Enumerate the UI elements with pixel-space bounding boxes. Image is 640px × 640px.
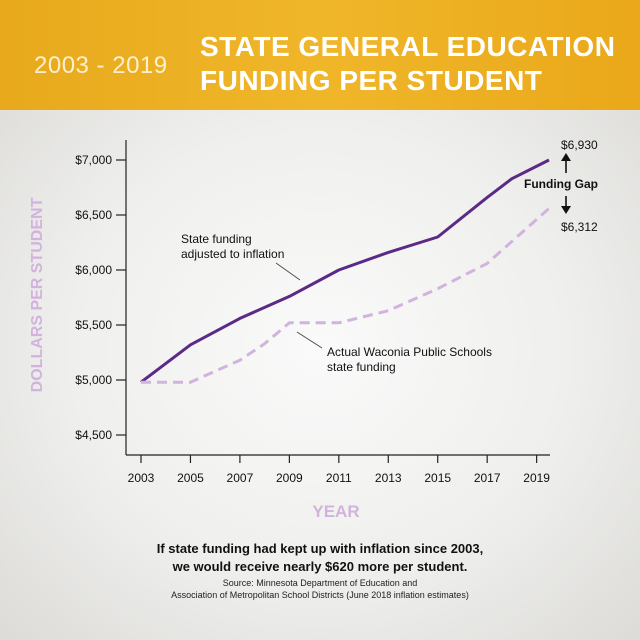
header-banner: 2003 - 2019 STATE GENERAL EDUCATION FUND…	[0, 0, 640, 110]
y-axis-label: DOLLARS PER STUDENT	[29, 197, 46, 392]
top-value-label: $6,930	[561, 138, 598, 152]
x-tick-label: 2017	[474, 471, 501, 485]
title-line-2: FUNDING PER STUDENT	[200, 65, 543, 96]
funding-gap-annotation: $6,930 Funding Gap $6,312	[524, 138, 598, 234]
x-tick-label: 2011	[326, 471, 352, 485]
x-tick-label: 2005	[177, 471, 204, 485]
series-lines	[140, 158, 550, 384]
funding-gap-label: Funding Gap	[524, 177, 598, 191]
bottom-value-label: $6,312	[561, 220, 598, 234]
inflation-adjusted-line	[140, 158, 550, 384]
inflation-line-label: State funding adjusted to inflation	[181, 232, 284, 261]
actual-label-line-2: state funding	[327, 360, 396, 374]
x-tick-label: 2009	[276, 471, 303, 485]
up-arrow-icon	[561, 153, 571, 161]
down-arrow-icon	[561, 206, 571, 214]
y-tick-label: $4,500	[75, 428, 112, 442]
caption-line-1: If state funding had kept up with inflat…	[156, 541, 484, 556]
x-tick-label: 2003	[128, 471, 155, 485]
series-labels: State funding adjusted to inflation Actual…	[181, 232, 492, 374]
page-title: STATE GENERAL EDUCATION FUNDING PER STUD…	[200, 30, 615, 98]
y-tick-label: $6,500	[75, 208, 112, 222]
x-axis-label: YEAR	[312, 502, 359, 521]
title-line-1: STATE GENERAL EDUCATION	[200, 31, 616, 62]
caption: If state funding had kept up with inflat…	[0, 540, 640, 576]
y-tick-labels: $4,500 $5,000 $5,500 $6,000 $6,500 $7,000	[75, 153, 126, 442]
y-tick-label: $7,000	[75, 153, 112, 167]
x-tick-label: 2015	[424, 471, 451, 485]
axes	[125, 140, 550, 456]
source-line-2: Association of Metropolitan School Distr…	[171, 590, 469, 600]
x-tick-label: 2019	[523, 471, 550, 485]
inflation-label-leader	[275, 262, 301, 281]
y-tick-label: $5,000	[75, 373, 112, 387]
source-note: Source: Minnesota Department of Educatio…	[0, 577, 640, 601]
background	[0, 110, 640, 640]
actual-label-leader	[296, 331, 323, 349]
x-tick-label: 2007	[227, 471, 254, 485]
x-tick-labels: 2003 2005 2007 2009 2011 2013 2015 2017 2019	[128, 455, 550, 485]
caption-line-2: we would receive nearly $620 more per st…	[172, 559, 468, 574]
source-line-1: Source: Minnesota Department of Educatio…	[222, 578, 418, 588]
y-tick-label: $6,000	[75, 263, 112, 277]
y-tick-label: $5,500	[75, 318, 112, 332]
x-tick-label: 2013	[375, 471, 402, 485]
inflation-label-line-2: adjusted to inflation	[181, 247, 284, 261]
inflation-label-line-1: State funding	[181, 232, 252, 246]
actual-label-line-1: Actual Waconia Public Schools	[327, 345, 492, 359]
year-range: 2003 - 2019	[34, 52, 168, 79]
actual-line-label: Actual Waconia Public Schools state fundi…	[327, 345, 492, 374]
